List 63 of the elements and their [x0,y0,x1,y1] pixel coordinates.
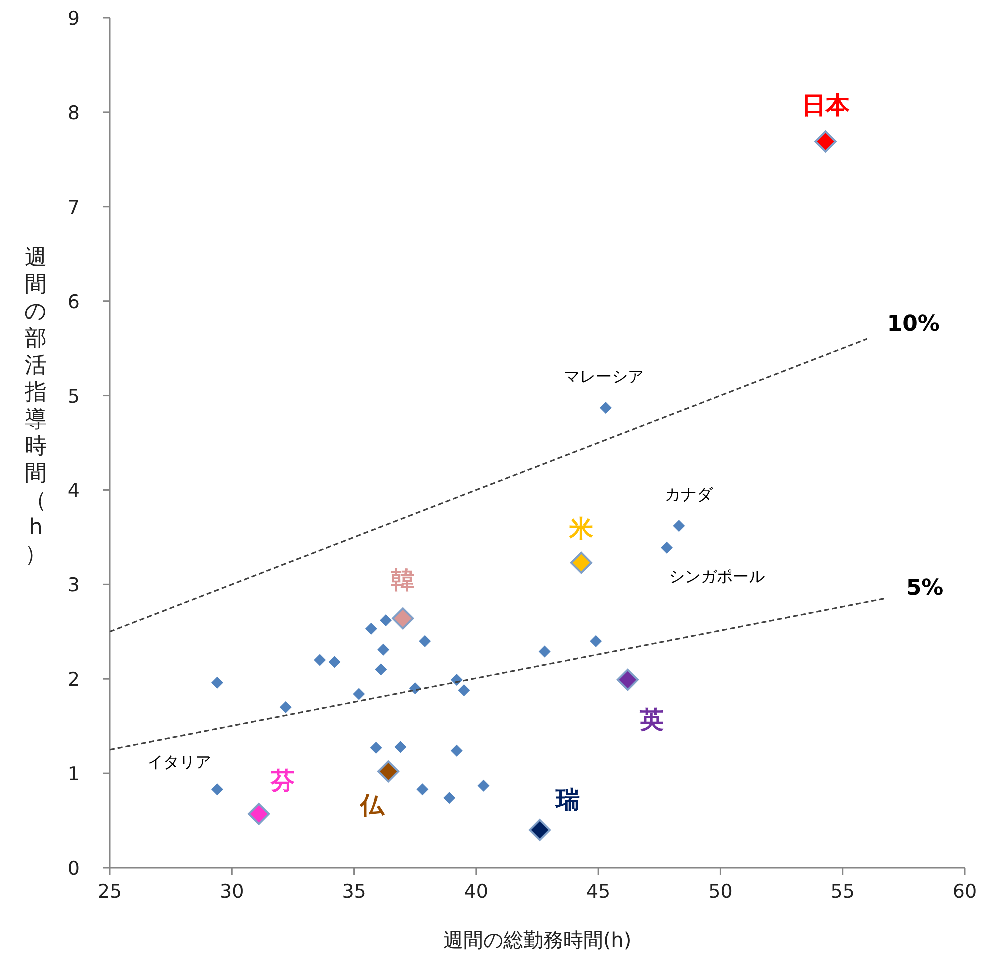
point [814,130,837,153]
x-tick-label: 25 [98,881,122,903]
series-label: マレーシア [564,367,644,386]
series-label: 10% [887,312,940,338]
point [328,656,341,668]
y-tick-label: 9 [68,8,80,30]
y-tick-label: 4 [68,480,80,502]
x-tick-label: 55 [830,881,855,903]
point [673,520,686,532]
point [419,635,432,648]
point [248,803,270,826]
point [375,664,388,676]
x-tick-label: 45 [586,881,611,903]
series-label: 瑞 [554,786,580,814]
point [211,676,224,689]
point [600,402,612,414]
point [538,646,551,658]
series-label: 英 [638,706,664,734]
y-tick-label: 0 [68,858,80,880]
x-axis-title: 週間の総勤務時間(h) [443,928,632,952]
point [380,614,392,627]
point [528,819,551,842]
point [660,542,673,554]
x-tick-label: 35 [342,881,366,903]
y-tick-label: 3 [68,574,80,597]
y-tick-label: 6 [68,291,80,314]
point [590,635,602,648]
series-label: 韓 [391,566,416,595]
series-label: シンガポール [668,566,765,586]
point [377,760,400,783]
point [394,741,407,754]
series-label: 仏 [359,792,386,820]
point [458,684,470,696]
point [365,623,378,636]
point [616,669,639,692]
series-label: 日本 [802,92,851,120]
point [450,744,463,757]
series-label: イタリア [147,752,212,772]
y-tick-label: 8 [68,102,80,124]
y-tick-label: 1 [68,764,80,786]
x-tick-label: 40 [464,881,489,903]
series-label: 5% [906,576,944,601]
x-tick-label: 50 [708,881,733,903]
point [444,792,456,804]
point [378,644,390,656]
y-tick-label: 2 [68,669,80,692]
point [211,784,224,796]
point [478,780,490,792]
series-label: 米 [568,514,594,543]
point [280,701,292,714]
point [370,742,382,754]
point [392,608,414,630]
y-tick-label: 7 [68,196,80,219]
series-label: カナダ [665,485,714,504]
series-label: 芬 [270,767,296,796]
y-tick-label: 5 [68,386,80,408]
point [416,784,429,796]
x-tick-label: 30 [220,881,244,903]
point [353,688,366,700]
text: 週間の部活指導時間（h） [24,246,48,568]
point [314,654,326,666]
point [570,552,592,574]
x-tick-label: 60 [952,881,978,903]
